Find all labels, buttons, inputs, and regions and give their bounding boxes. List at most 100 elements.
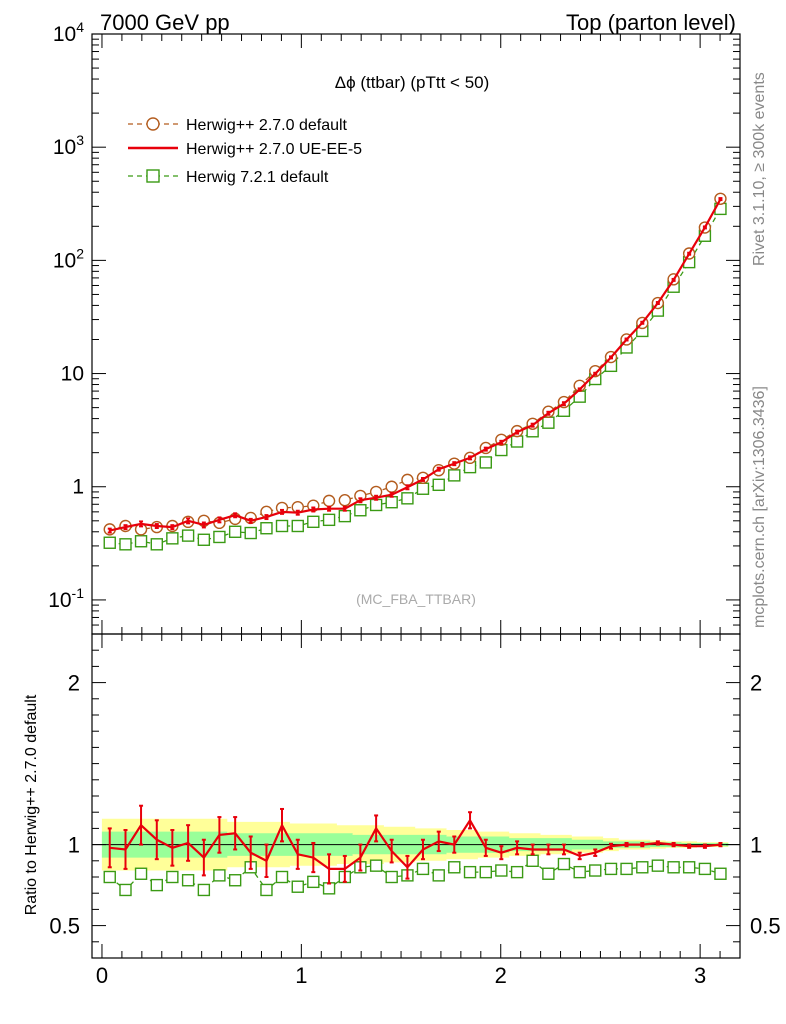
ratio-frame (91, 633, 741, 959)
point-herwig7 (213, 530, 226, 544)
main-panel: 10-1 1 10 102 103 104 (48, 19, 741, 635)
ratio-tick-label: 0.5 (49, 914, 80, 939)
point-herwig7 (604, 862, 618, 876)
point-herwig7 (244, 526, 257, 540)
point-herwig7 (275, 519, 289, 533)
point-herwig7 (401, 492, 414, 505)
point-herwig7 (119, 538, 132, 551)
series-line-ueee5 (109, 198, 722, 532)
point-herwig7 (197, 883, 211, 897)
point-herwig7 (369, 498, 383, 512)
series-line-herwigpp-default (109, 198, 722, 531)
point-herwig7 (307, 875, 320, 889)
legend-marker-circle (146, 117, 160, 131)
ratio-tick-label-right: 2 (750, 671, 762, 696)
point-herwig7 (134, 867, 148, 880)
legend-marker-square (146, 169, 160, 183)
point-herwig7 (103, 536, 116, 549)
point-herwig7 (714, 867, 727, 880)
point-herwig7 (119, 883, 132, 897)
point-herwig7 (275, 870, 289, 884)
series-line-herwig7 (109, 859, 721, 891)
point-herwig7 (150, 538, 164, 551)
point-herwig7 (526, 854, 539, 867)
watermark: (MC_FBA_TTBAR) (356, 591, 476, 607)
y-tick-label: 10-1 (48, 585, 84, 612)
ratio-panel: 0 1 2 3 0.5 0.5 1 1 2 2 (49, 633, 781, 988)
x-tick-label: 2 (495, 963, 507, 988)
point-herwig7 (463, 865, 477, 879)
x-tick-label: 3 (694, 963, 706, 988)
point-herwig7 (510, 865, 524, 879)
point-herwig7 (542, 416, 555, 429)
point-herwigpp-default (385, 480, 398, 493)
point-herwig7 (542, 867, 555, 880)
point-herwig7 (166, 870, 179, 884)
header-right: Top (parton level) (566, 10, 736, 35)
point-herwig7 (322, 513, 336, 527)
point-herwig7 (620, 862, 633, 876)
point-herwigpp-default (322, 494, 336, 508)
point-herwig7 (495, 864, 508, 877)
ratio-tick-label-right: 0.5 (750, 914, 781, 939)
point-herwig7 (698, 862, 712, 876)
legend: Herwig++ 2.7.0 default Herwig++ 2.7.0 UE-… (128, 117, 362, 186)
header-left: 7000 GeV pp (100, 10, 230, 35)
ratio-tick-label-right: 1 (750, 833, 762, 858)
point-herwig7 (682, 861, 696, 874)
point-herwig7 (181, 874, 195, 887)
point-herwig7 (260, 522, 273, 535)
chart-title: Δϕ (ttbar) (pTtt < 50) (335, 73, 490, 92)
point-herwig7 (448, 861, 461, 874)
point-herwig7 (589, 864, 602, 877)
point-herwig7 (354, 504, 367, 517)
legend-label: Herwig 7.2.1 default (186, 169, 329, 186)
legend-label: Herwig++ 2.7.0 UE-EE-5 (186, 141, 362, 158)
point-herwig7 (573, 865, 586, 879)
point-herwig7 (369, 859, 383, 872)
point-herwig7 (416, 482, 430, 495)
point-herwig7 (479, 456, 492, 469)
y-tick-label: 1 (72, 476, 84, 499)
point-herwig7 (338, 509, 352, 523)
point-herwig7 (432, 478, 445, 492)
side-label-bottom: mcplots.cern.ch [arXiv:1306.3436] (751, 386, 768, 628)
point-herwig7 (181, 529, 195, 542)
point-herwig7 (479, 865, 492, 879)
point-herwig7 (134, 535, 148, 548)
series-line-herwig7 (109, 208, 722, 545)
point-herwig7 (416, 862, 430, 876)
point-herwig7 (166, 532, 179, 545)
point-herwigpp-default (589, 364, 602, 378)
point-herwig7 (448, 469, 461, 482)
point-herwig7 (291, 519, 304, 533)
series-line-ueee5 (109, 818, 721, 871)
point-herwig7 (385, 870, 398, 884)
point-herwig7 (322, 882, 336, 895)
point-herwig7 (495, 443, 508, 457)
ratio-tick-label: 1 (68, 833, 80, 858)
point-herwig7 (432, 869, 445, 882)
point-herwig7 (228, 874, 242, 887)
point-herwig7 (103, 870, 116, 884)
point-herwig7 (385, 496, 398, 509)
side-label-top: Rivet 3.1.10, ≥ 300k events (751, 72, 768, 266)
point-herwig7 (228, 525, 242, 538)
x-tick-label: 1 (295, 963, 307, 988)
legend-label: Herwig++ 2.7.0 default (186, 117, 348, 134)
ratio-tick-label: 2 (68, 671, 80, 696)
point-herwig7 (651, 859, 665, 872)
point-herwig7 (636, 861, 649, 874)
point-herwig7 (557, 857, 571, 871)
point-herwig7 (307, 515, 320, 529)
point-herwig7 (260, 883, 273, 897)
point-herwig7 (510, 435, 524, 448)
y-tick-label: 10 (61, 363, 84, 386)
point-herwig7 (197, 533, 211, 546)
y-tick-label: 102 (53, 245, 84, 272)
ratio-ylabel: Ratio to Herwig++ 2.7.0 default (23, 694, 40, 915)
y-tick-label: 103 (53, 132, 84, 159)
y-tick-label: 104 (53, 19, 84, 46)
point-herwigpp-default (338, 494, 352, 507)
